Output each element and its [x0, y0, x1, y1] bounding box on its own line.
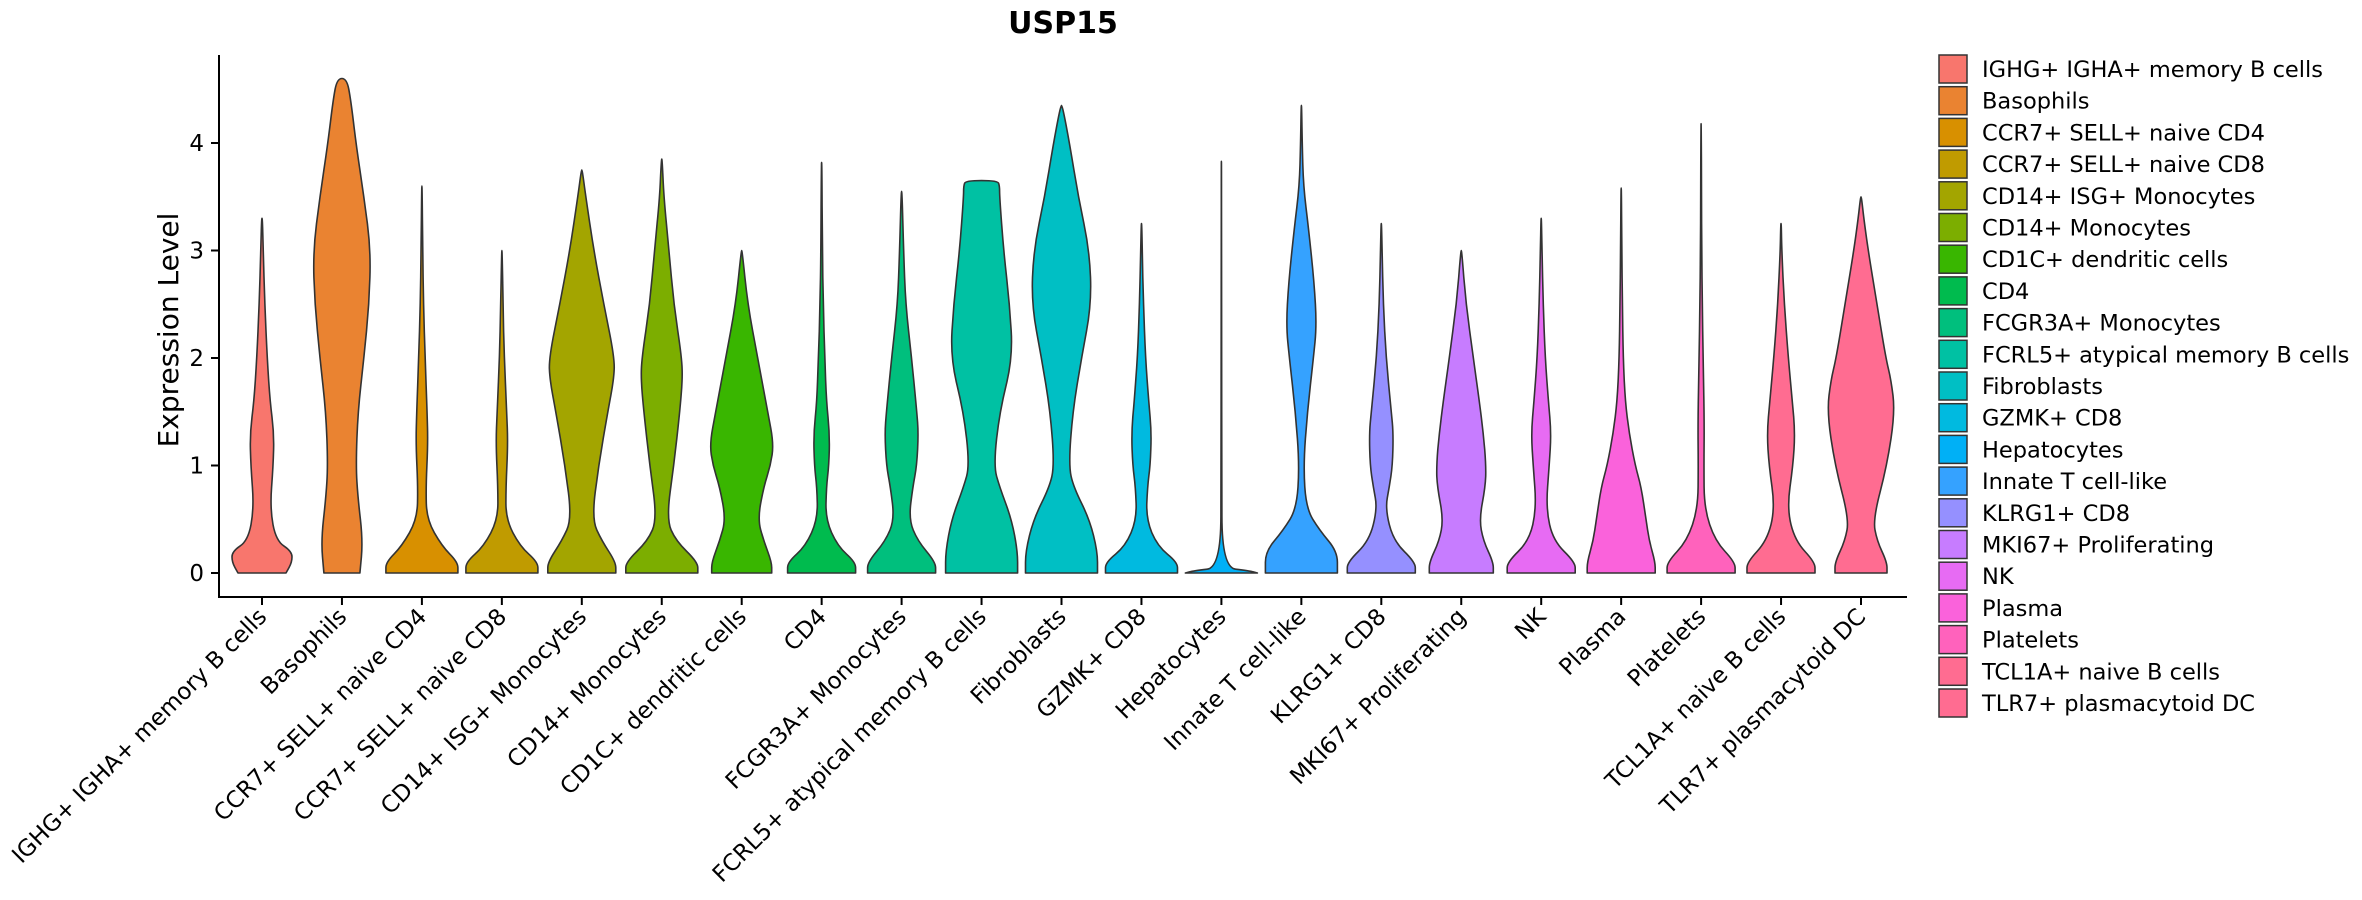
legend-label: Innate T cell-like: [1982, 469, 2167, 495]
legend-swatch: [1938, 244, 1968, 274]
legend-swatch: [1938, 656, 1968, 687]
legend-label: FCRL5+ atypical memory B cells: [1982, 342, 2349, 368]
legend-label: IGHG+ IGHA+ memory B cells: [1982, 57, 2323, 83]
x-tick-label: NK: [1510, 603, 1552, 645]
y-tick-label: 3: [189, 239, 204, 265]
legend-label: KLRG1+ CD8: [1982, 501, 2130, 527]
violin-19: [1666, 122, 1736, 574]
x-tick-label: Innate T cell-like: [1159, 604, 1311, 756]
x-ticks: IGHG+ IGHA+ memory B cellsBasophilsCCR7+…: [7, 597, 1871, 888]
legend-swatch: [1938, 117, 1968, 148]
y-tick-label: 4: [189, 131, 204, 157]
legend-swatch: [1938, 181, 1968, 211]
violin-13: [1184, 160, 1259, 574]
legend-swatch: [1938, 276, 1968, 306]
legend-swatch: [1938, 624, 1968, 655]
legend-swatch: [1938, 561, 1968, 591]
legend-label: Hepatocytes: [1982, 437, 2124, 463]
legend: IGHG+ IGHA+ memory B cells Basophils CCR7+…: [1938, 54, 2349, 718]
legend-swatch: [1938, 371, 1968, 401]
x-tick-label: IGHG+ IGHA+ memory B cells: [7, 604, 272, 869]
y-tick-label: 2: [189, 346, 204, 372]
violin-10: [944, 179, 1019, 574]
legend-label: Platelets: [1982, 628, 2079, 654]
violin-14: [1264, 104, 1339, 574]
violin-layer: [231, 77, 1895, 574]
y-tick-label: 1: [189, 454, 204, 480]
violin-6: [625, 158, 699, 574]
legend-label: CCR7+ SELL+ naive CD4: [1982, 120, 2265, 146]
violin-17: [1506, 217, 1577, 574]
violin-8: [786, 161, 857, 574]
legend-label: TLR7+ plasmacytoid DC: [1981, 691, 2255, 717]
y-axis-label: Expression Level: [152, 213, 185, 448]
violin-11: [1024, 104, 1099, 574]
violin-2: [312, 77, 371, 574]
legend-swatch: [1938, 688, 1968, 718]
legend-label: Basophils: [1982, 89, 2089, 115]
legend-label: FCGR3A+ Monocytes: [1982, 311, 2221, 337]
legend-label: Plasma: [1982, 596, 2063, 622]
legend-swatch: [1938, 434, 1968, 465]
legend-label: GZMK+ CD8: [1982, 406, 2122, 432]
legend-label: CD4: [1982, 279, 2029, 305]
violin-3: [385, 185, 459, 574]
violin-15: [1346, 222, 1417, 574]
legend-swatch: [1938, 54, 1968, 84]
legend-swatch: [1938, 85, 1968, 116]
legend-swatch: [1938, 402, 1968, 433]
violin-4: [465, 249, 539, 574]
legend-swatch: [1938, 339, 1968, 370]
legend-swatch: [1938, 307, 1968, 338]
legend-swatch: [1938, 149, 1968, 179]
legend-label: CCR7+ SELL+ naive CD8: [1982, 152, 2265, 178]
legend-label: TCL1A+ naive B cells: [1981, 659, 2220, 685]
legend-swatch: [1938, 593, 1968, 623]
violin-5: [547, 169, 617, 574]
legend-swatch: [1938, 529, 1968, 560]
legend-swatch: [1938, 466, 1968, 496]
violin-9: [866, 190, 937, 574]
chart-title: USP15: [1008, 6, 1118, 41]
violin-18: [1586, 187, 1657, 574]
violin-21: [1827, 196, 1895, 574]
x-tick-label: Plasma: [1554, 604, 1631, 681]
legend-label: CD14+ ISG+ Monocytes: [1982, 184, 2255, 210]
violin-20: [1746, 222, 1816, 574]
x-tick-label: CD14+ Monocytes: [503, 604, 672, 773]
violin-7: [709, 249, 774, 574]
violin-1: [231, 217, 293, 574]
violin-16: [1428, 249, 1495, 574]
legend-label: Fibroblasts: [1982, 374, 2103, 400]
legend-label: NK: [1982, 564, 2015, 590]
legend-label: CD1C+ dendritic cells: [1982, 247, 2228, 273]
legend-swatch: [1938, 498, 1968, 528]
legend-label: CD14+ Monocytes: [1982, 216, 2191, 242]
legend-label: MKI67+ Proliferating: [1982, 533, 2214, 559]
legend-swatch: [1938, 212, 1968, 243]
violin-12: [1104, 222, 1179, 574]
x-tick-label: CD4: [779, 604, 832, 657]
y-tick-label: 0: [189, 561, 204, 587]
y-ticks: 0 1 2 3 4: [189, 131, 219, 587]
